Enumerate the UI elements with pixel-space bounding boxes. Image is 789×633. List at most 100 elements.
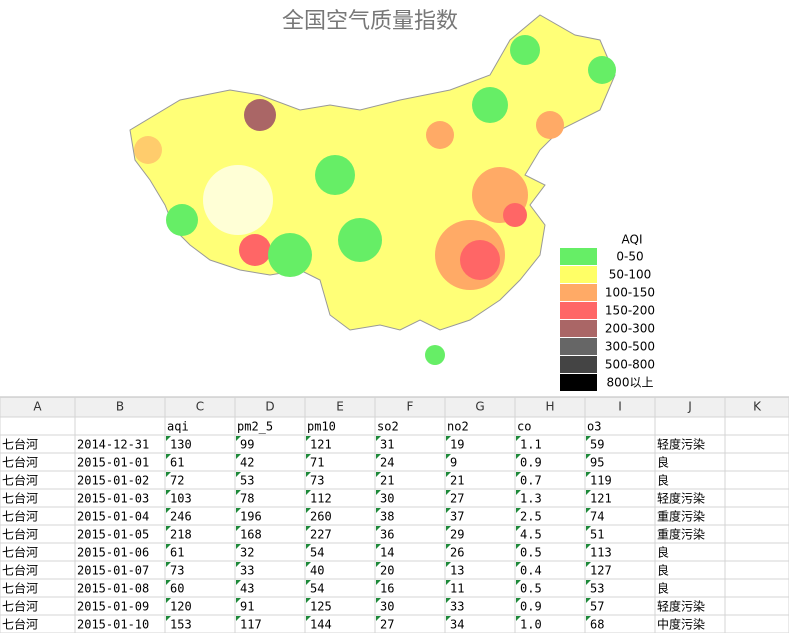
- cell: 七台河: [2, 473, 38, 488]
- legend-swatch: [560, 320, 597, 337]
- header-cell: pm10: [307, 420, 336, 434]
- cell: 73: [170, 564, 184, 578]
- text-number-flag: [446, 454, 451, 459]
- text-number-flag: [376, 490, 381, 495]
- text-number-flag: [376, 472, 381, 477]
- text-number-flag: [516, 508, 521, 513]
- text-number-flag: [446, 526, 451, 531]
- cell: 53: [240, 474, 254, 488]
- text-number-flag: [446, 598, 451, 603]
- header-cell: co: [517, 420, 531, 434]
- text-number-flag: [306, 544, 311, 549]
- map-title: 全国空气质量指数: [282, 9, 458, 34]
- region: [536, 111, 564, 139]
- text-number-flag: [166, 490, 171, 495]
- text-number-flag: [586, 562, 591, 567]
- cell: 七台河: [2, 545, 38, 560]
- cell: 112: [310, 492, 332, 506]
- cell: 0.4: [520, 564, 542, 578]
- text-number-flag: [236, 508, 241, 513]
- cell: 2014-12-31: [77, 438, 149, 452]
- cell: 246: [170, 510, 192, 524]
- cell: 33: [240, 564, 254, 578]
- cell: 117: [240, 618, 262, 632]
- region: [472, 87, 508, 123]
- cell: 61: [170, 546, 184, 560]
- cell: 153: [170, 618, 192, 632]
- region: [203, 165, 273, 235]
- text-number-flag: [236, 472, 241, 477]
- text-number-flag: [586, 454, 591, 459]
- cell: 1.3: [520, 492, 542, 506]
- text-number-flag: [446, 472, 451, 477]
- text-number-flag: [516, 436, 521, 441]
- text-number-flag: [446, 544, 451, 549]
- cell: 0.9: [520, 456, 542, 470]
- text-number-flag: [586, 544, 591, 549]
- cell: 2015-01-03: [77, 492, 149, 506]
- cell: 27: [450, 492, 464, 506]
- region: [426, 121, 454, 149]
- text-number-flag: [516, 472, 521, 477]
- cell: 74: [590, 510, 604, 524]
- cell: 127: [590, 564, 612, 578]
- column-letter: B: [116, 400, 124, 414]
- header-cell: pm2_5: [237, 420, 273, 434]
- cell: 16: [380, 582, 394, 596]
- region: [338, 218, 382, 262]
- cell: 43: [240, 582, 254, 596]
- region: [268, 233, 312, 277]
- text-number-flag: [306, 580, 311, 585]
- cell: 七台河: [2, 581, 38, 596]
- cell: 2015-01-05: [77, 528, 149, 542]
- text-number-flag: [306, 436, 311, 441]
- text-number-flag: [516, 544, 521, 549]
- cell: 37: [450, 510, 464, 524]
- header-cell: so2: [377, 420, 399, 434]
- cell: 七台河: [2, 617, 38, 632]
- text-number-flag: [516, 526, 521, 531]
- cell: 良: [657, 545, 669, 560]
- cell: 91: [240, 600, 254, 614]
- cell: 95: [590, 456, 604, 470]
- text-number-flag: [236, 436, 241, 441]
- cell: 七台河: [2, 455, 38, 470]
- region: [425, 345, 445, 365]
- text-number-flag: [306, 598, 311, 603]
- cell: 61: [170, 456, 184, 470]
- text-number-flag: [166, 526, 171, 531]
- cell: 51: [590, 528, 604, 542]
- region: [244, 99, 276, 131]
- cell: 78: [240, 492, 254, 506]
- legend-label: 300-500: [605, 340, 655, 354]
- text-number-flag: [306, 526, 311, 531]
- text-number-flag: [166, 544, 171, 549]
- legend-swatch: [560, 284, 597, 301]
- cell: 七台河: [2, 491, 38, 506]
- column-letter: J: [687, 400, 692, 414]
- text-number-flag: [166, 616, 171, 621]
- region: [239, 234, 271, 266]
- text-number-flag: [236, 526, 241, 531]
- cell: 71: [310, 456, 324, 470]
- cell: 轻度污染: [657, 599, 705, 614]
- legend-label: 200-300: [605, 322, 655, 336]
- cell: 54: [310, 546, 324, 560]
- cell: 121: [310, 438, 332, 452]
- cell: 七台河: [2, 563, 38, 578]
- cell: 34: [450, 618, 464, 632]
- legend-label: 50-100: [609, 268, 652, 282]
- text-number-flag: [236, 580, 241, 585]
- text-number-flag: [236, 544, 241, 549]
- text-number-flag: [446, 508, 451, 513]
- text-number-flag: [376, 616, 381, 621]
- text-number-flag: [376, 544, 381, 549]
- cell: 1.1: [520, 438, 542, 452]
- cell: 36: [380, 528, 394, 542]
- cell: 103: [170, 492, 192, 506]
- cell: 良: [657, 581, 669, 596]
- cell: 125: [310, 600, 332, 614]
- cell: 31: [380, 438, 394, 452]
